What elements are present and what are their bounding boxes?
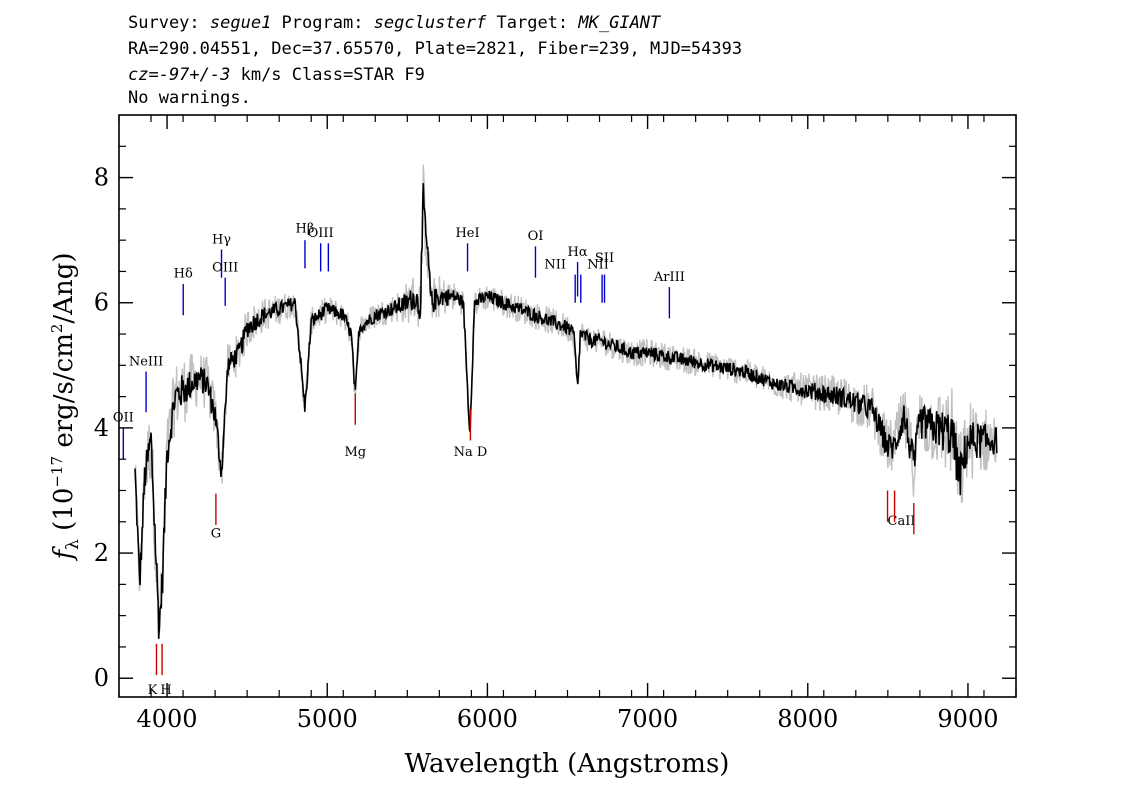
y-tick-label: 6 <box>94 289 109 317</box>
x-axis-title: Wavelength (Angstroms) <box>405 749 730 779</box>
header-line-survey: Survey: segue1 Program: segclusterf Targ… <box>128 13 662 33</box>
header-segment: km/s Class=STAR F9 <box>230 65 424 85</box>
emission_lines-label: OI <box>528 229 544 244</box>
header-segment: cz=-97+/-3 <box>128 65 230 85</box>
y-title-mid: erg/s/cm <box>49 333 79 456</box>
emission_lines-label: SII <box>595 251 614 266</box>
x-tick-label: 6000 <box>457 705 518 733</box>
emission_lines-label: NII <box>587 257 609 272</box>
y-tick-label: 0 <box>94 664 109 692</box>
y-tick-label: 8 <box>94 164 109 192</box>
header-segment: Survey: <box>128 13 210 33</box>
plot-frame <box>118 114 1017 698</box>
emission_lines-label: HeI <box>455 226 479 241</box>
y-title-sub: λ <box>63 539 83 550</box>
emission_lines-label: Hδ <box>174 267 193 282</box>
error-band-layer <box>134 164 998 631</box>
emission_lines-label: OIII <box>308 226 334 241</box>
y-title-exp1: −17 <box>48 456 66 488</box>
header-line-coordinates: RA=290.04551, Dec=37.65570, Plate=2821, … <box>128 39 742 59</box>
emission_lines-label: Hβ <box>296 222 315 237</box>
header-segment: MK_GIANT <box>577 13 662 33</box>
y-title-pre: (10 <box>49 488 79 540</box>
y-tick-label: 2 <box>94 539 109 567</box>
chart-header: Survey: segue1 Program: segclusterf Targ… <box>128 13 742 108</box>
x-tick-label: 7000 <box>617 705 678 733</box>
y-axis-title: fλ (10−17 erg/s/cm2/Ang) <box>48 253 83 562</box>
x-tick-label: 5000 <box>297 705 358 733</box>
emission_lines-label: OIII <box>212 260 238 275</box>
x-tick-label: 4000 <box>137 705 198 733</box>
absorption_lines-label: Mg <box>344 445 366 460</box>
y-title-exp2: 2 <box>48 324 66 334</box>
emission_lines-label: Hγ <box>212 232 231 247</box>
header-segment: Program: <box>271 13 373 33</box>
absorption_lines-label: CaII <box>888 514 916 529</box>
y-tick-label: 4 <box>94 414 109 442</box>
flux-series-line <box>134 183 998 639</box>
axis-ticks: 4000 5000 6000 7000 8000 9000 0 2 4 6 8 <box>94 115 1017 733</box>
error-band-trace <box>134 164 998 631</box>
emission_lines-label: OII <box>113 411 134 426</box>
header-segment: segue1 <box>210 13 271 33</box>
emission_lines-label: ArIII <box>653 270 685 285</box>
emission_lines-label: Hα <box>568 245 588 260</box>
absorption_lines-label: G <box>211 526 221 541</box>
x-tick-label: 9000 <box>937 705 998 733</box>
header-segment: Target: <box>486 13 578 33</box>
x-tick-label: 8000 <box>777 705 838 733</box>
absorption_lines-label: H <box>160 683 171 698</box>
emission_lines-label: NII <box>544 257 566 272</box>
header-segment: segclusterf <box>374 13 487 33</box>
header-line-redshift-class: cz=-97+/-3 km/s Class=STAR F9 <box>128 65 425 85</box>
absorption_lines-label: Na D <box>454 445 488 460</box>
absorption_lines-label: K <box>148 683 158 698</box>
y-title-post: /Ang) <box>49 253 79 324</box>
emission_lines-label: NeIII <box>129 354 163 369</box>
flux-series-layer <box>134 183 998 639</box>
header-line-warnings: No warnings. <box>128 88 251 108</box>
